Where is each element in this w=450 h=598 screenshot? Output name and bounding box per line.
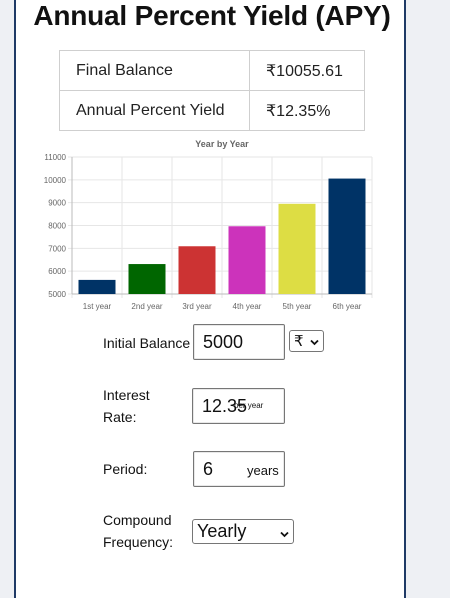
y-tick-label: 11000 [44, 153, 66, 162]
interest-rate-input[interactable]: 12.35 per year [192, 388, 285, 424]
initial-balance-label: Initial Balance [103, 335, 191, 351]
currency-select[interactable]: ₹ [289, 330, 324, 352]
interest-rate-value: 12.35 [202, 395, 248, 416]
chart-title: Year by Year [195, 139, 249, 149]
y-tick-label: 8000 [48, 222, 66, 231]
page-title: Annual Percent Yield (APY) [33, 0, 391, 31]
apy-label: Annual Percent Yield [59, 90, 250, 131]
period-label: Period: [103, 461, 148, 477]
y-tick-label: 9000 [48, 199, 66, 208]
period-value: 6 [203, 458, 214, 479]
apy-value: ₹12.35% [249, 90, 365, 131]
x-tick-label: 3rd year [182, 302, 212, 311]
interest-rate-label: Interest Rate: [103, 387, 150, 425]
bar [328, 178, 366, 294]
x-tick-label: 1st year [83, 302, 112, 311]
currency-symbol: ₹ [294, 333, 304, 350]
x-tick-label: 5th year [283, 302, 312, 311]
x-tick-label: 2nd year [131, 302, 162, 311]
compound-frequency-label: Compound Frequency: [103, 512, 174, 550]
bar-chart: Year by Year 5000 6000 7000 8000 9000 10000 110… [44, 139, 373, 311]
x-tick-label: 6th year [333, 302, 362, 311]
y-tick-label: 10000 [44, 176, 67, 185]
y-tick-label: 6000 [48, 267, 66, 276]
final-balance-value: ₹10055.61 [249, 50, 365, 91]
x-tick-label: 4th year [233, 302, 262, 311]
period-input[interactable]: 6 years [193, 451, 285, 487]
bar [278, 203, 316, 294]
chevron-down-icon [280, 521, 289, 542]
summary-table: Final Balance ₹10055.61 Annual Percent Y… [59, 50, 365, 131]
compound-frequency-select[interactable]: Yearly [192, 519, 294, 544]
interest-rate-unit: per year [234, 401, 264, 410]
year-by-year-chart: Year by Year 5000 6000 7000 8000 9000 10000 110… [30, 133, 380, 323]
bar [178, 246, 216, 294]
final-balance-label: Final Balance [59, 50, 250, 91]
period-unit: years [247, 463, 279, 478]
y-tick-label: 5000 [48, 290, 66, 299]
bar [78, 279, 116, 294]
table-row: Final Balance ₹10055.61 [59, 50, 365, 91]
bar [128, 264, 166, 294]
chevron-down-icon [310, 333, 319, 350]
table-row: Annual Percent Yield ₹12.35% [59, 90, 365, 131]
y-tick-label: 7000 [48, 244, 66, 253]
initial-balance-input[interactable]: 5000 [193, 324, 285, 360]
compound-frequency-value: Yearly [197, 521, 247, 541]
bar [228, 226, 266, 294]
calculator-panel: Annual Percent Yield (APY) Final Balance… [14, 0, 406, 598]
